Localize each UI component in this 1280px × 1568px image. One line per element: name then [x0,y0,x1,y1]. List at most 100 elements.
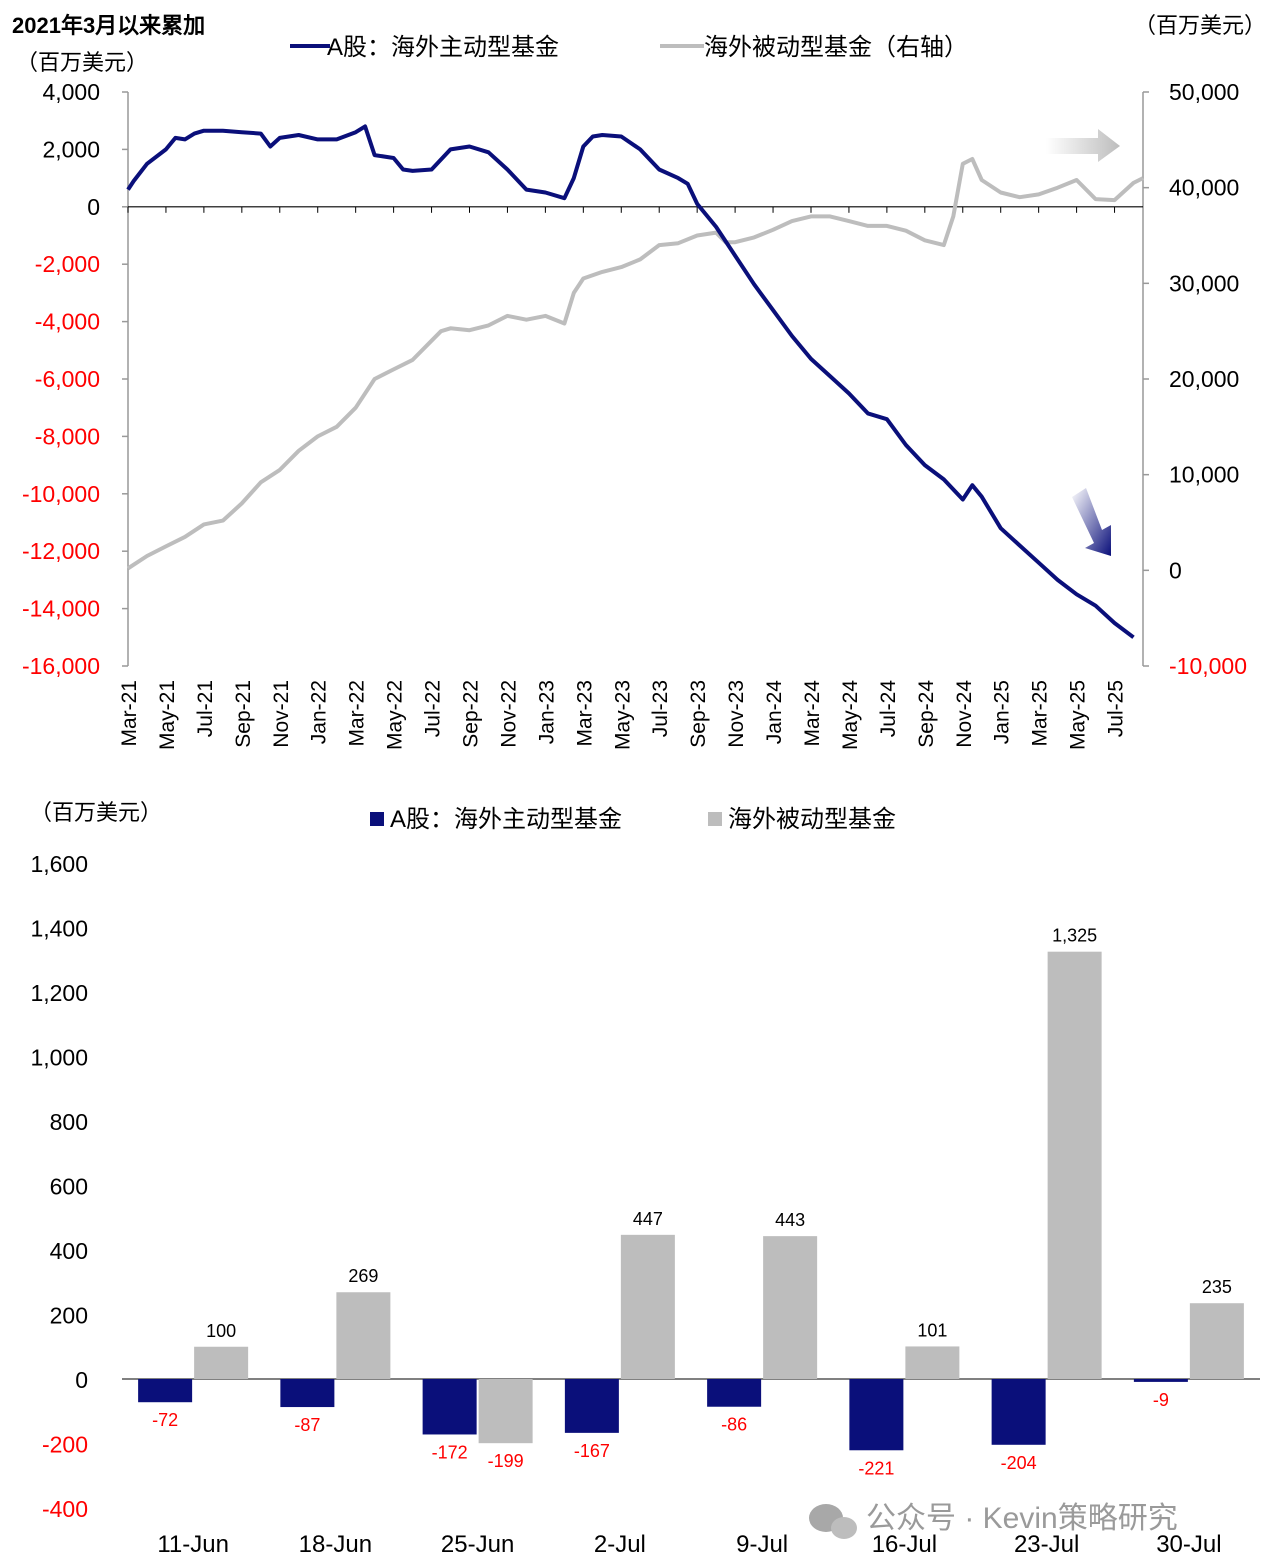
bar-passive [336,1292,391,1379]
y-tick-label: 1,200 [30,980,88,1006]
arrow-right-icon [1046,129,1120,162]
left-axis-unit: （百万美元） [16,50,148,75]
bar-passive [763,1236,818,1379]
left-tick-label: 2,000 [42,136,100,162]
bar-passive [1047,951,1102,1379]
y-tick-label: 1,000 [30,1045,88,1071]
x-tick-label: Jul-24 [877,680,900,738]
legend-label-passive: 海外被动型基金 [728,806,896,833]
left-tick-label: -16,000 [22,653,100,679]
right-tick-label: 0 [1169,557,1182,583]
x-tick-label: Jan-25 [991,680,1014,744]
left-tick-label: -4,000 [35,309,100,335]
left-tick-label: -8,000 [35,423,100,449]
bar-legend: A股：海外主动型基金 海外被动型基金 [370,806,896,833]
left-tick-label: -10,000 [22,481,100,507]
wechat-icon-small [831,1517,857,1539]
x-tick-label: Jan-22 [308,680,331,744]
x-tick-label: May-24 [839,680,862,750]
category-label: 23-Jul [1014,1531,1079,1558]
x-tick-label: Mar-23 [573,680,596,747]
passive-fund-line [126,157,1144,571]
y-tick-label: 1,400 [30,916,88,942]
left-tick-label: -14,000 [22,596,100,622]
x-tick-label: Jul-23 [649,680,672,737]
right-tick-label: 20,000 [1169,366,1239,392]
left-tick-label: -12,000 [22,538,100,564]
bar-passive [478,1379,533,1444]
data-label-passive: 235 [1202,1277,1232,1297]
legend-swatch-active [370,812,384,826]
data-label-active: -72 [152,1410,178,1430]
x-tick-label: May-25 [1067,680,1090,750]
legend-swatch-passive [708,812,722,826]
category-label: 18-Jun [299,1531,372,1558]
y-tick-label: 600 [50,1174,88,1200]
bar-active [849,1379,904,1451]
category-label: 25-Jun [441,1531,514,1558]
right-tick-label: 30,000 [1169,270,1239,296]
y-tick-label: 0 [75,1367,88,1393]
x-tick-label: May-21 [156,680,179,750]
bar-active [991,1379,1046,1445]
x-tick-label: Jul-21 [194,680,217,737]
data-label-passive: 100 [206,1321,236,1341]
right-tick-label: -10,000 [1169,653,1247,679]
arrow-down-right-icon [1072,488,1111,556]
y-tick-label: 400 [50,1238,88,1264]
right-tick-label: 50,000 [1169,79,1239,105]
x-tick-label: Jan-24 [763,680,786,745]
x-tick-label: Jul-25 [1105,680,1128,737]
left-tick-label: 0 [87,194,100,220]
bar-passive [620,1234,675,1379]
data-label-active: -172 [432,1442,468,1462]
legend-label-passive: 海外被动型基金（右轴） [704,34,968,61]
x-tick-label: Sep-23 [687,680,710,748]
x-tick-label: May-22 [384,680,407,750]
category-label: 16-Jul [872,1531,937,1558]
bar-passive [905,1346,960,1379]
left-tick-label: -2,000 [35,251,100,277]
bar-passive [1189,1303,1244,1379]
watermark-text: 公众号 · Kevin策略研究 [866,1502,1178,1535]
left-tick-label: 4,000 [42,79,100,105]
y-tick-label: -200 [42,1432,88,1458]
chart-title: 2021年3月以来累加 [12,13,205,38]
right-tick-label: 40,000 [1169,175,1239,201]
x-tick-label: Sep-24 [915,680,938,748]
bar-active [564,1379,619,1433]
legend: A股：海外主动型基金 海外被动型基金（右轴） [290,34,968,61]
cumulative-flow-line-chart: 2021年3月以来累加 （百万美元） （百万美元） A股：海外主动型基金 海外被… [12,13,1266,750]
x-tick-label: Nov-24 [953,680,976,748]
bar-active [422,1379,477,1435]
watermark: 公众号 · Kevin策略研究 [809,1502,1178,1539]
legend-label-active: A股：海外主动型基金 [327,34,559,61]
bar-active [280,1379,335,1408]
weekly-flow-bar-chart: （百万美元） A股：海外主动型基金 海外被动型基金 1,600 1,400 1,20… [30,800,1260,1558]
x-tick-label: Nov-21 [270,680,293,748]
y-tick-label: 1,600 [30,851,88,877]
x-tick-label: Mar-25 [1029,680,1052,747]
category-label: 30-Jul [1156,1531,1221,1558]
right-tick-label: 10,000 [1169,462,1239,488]
y-tick-label: 800 [50,1109,88,1135]
right-axis-unit: （百万美元） [1134,13,1266,38]
bar-passive [194,1346,249,1379]
data-label-active: -204 [1001,1453,1037,1473]
bar-active [138,1379,193,1403]
bar-active [707,1379,762,1407]
x-tick-label: May-23 [611,680,634,750]
x-tick-label: Sep-21 [232,680,255,748]
category-label: 2-Jul [594,1531,646,1558]
x-tick-label: Nov-22 [497,680,520,748]
data-label-active: -221 [858,1458,894,1478]
y-tick-label: -400 [42,1496,88,1522]
active-fund-line [126,124,1135,639]
x-tick-label: Nov-23 [725,680,748,748]
data-label-passive: 447 [633,1209,663,1229]
data-label-active: -9 [1153,1390,1169,1410]
data-label-passive: -199 [488,1451,524,1471]
data-label-active: -87 [294,1415,320,1435]
x-tick-label: Mar-21 [118,680,141,747]
category-label: 9-Jul [736,1531,788,1558]
